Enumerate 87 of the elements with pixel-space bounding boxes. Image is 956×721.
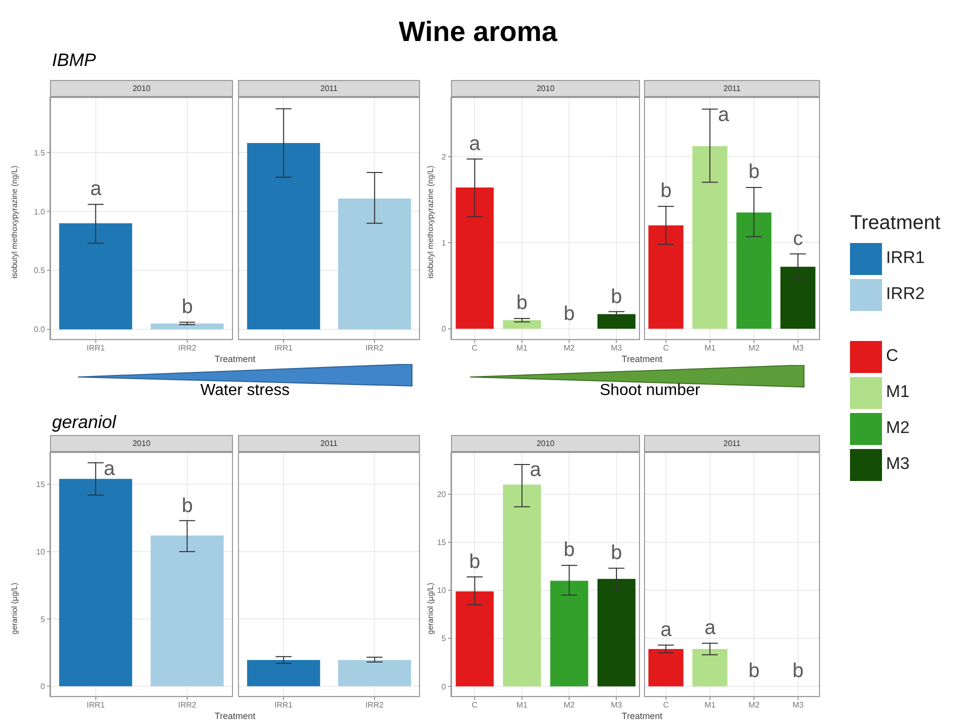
x-tick-label: IRR1 — [274, 700, 294, 710]
chart-title: 2010 — [50, 80, 233, 97]
legend-label: M3 — [886, 454, 910, 473]
x-tick-label: IRR1 — [86, 700, 106, 710]
y-tick-label: 15 — [36, 480, 46, 490]
x-tick-label: M1 — [516, 700, 528, 710]
y-axis-title: geraniol (µg/L) — [10, 582, 19, 634]
y-axis-title: isobutyl methoxypyrazine (ng/L) — [426, 165, 435, 278]
x-tick-label: M3 — [610, 344, 622, 353]
x-tick-label: M2 — [564, 344, 576, 353]
y-tick-label: 1.0 — [34, 207, 46, 216]
y-tick-label: 20 — [437, 490, 447, 500]
x-tick-label: M2 — [748, 700, 760, 710]
x-tick-label: M2 — [748, 344, 760, 353]
data-label: c — [793, 226, 803, 251]
y-tick-label: 10 — [437, 586, 447, 596]
y-axis-title: isobutyl methoxypyrazine (ng/L) — [10, 165, 19, 278]
legend-title: Treatment — [850, 212, 940, 236]
text: Wine aroma — [398, 16, 558, 48]
data-label: b — [660, 179, 672, 204]
chart-title: 2010 — [451, 435, 640, 452]
data-label: b — [182, 295, 193, 320]
chart-title: 2011 — [238, 435, 420, 452]
data-label: a — [718, 103, 730, 128]
text: IBMP — [52, 50, 96, 71]
y-axis-title: geraniol (µg/L) — [426, 582, 435, 634]
x-tick-label: M1 — [704, 344, 716, 353]
x-tick-label: IRR2 — [178, 344, 197, 353]
data-label: a — [104, 456, 115, 481]
data-label: a — [660, 618, 672, 642]
x-tick-label: C — [663, 700, 670, 710]
x-tick-label: M1 — [516, 344, 528, 353]
text: geraniol — [52, 412, 116, 433]
data-label: b — [564, 302, 575, 326]
y-tick-label: 1.5 — [34, 148, 46, 158]
data-label: b — [748, 160, 760, 184]
data-label: b — [610, 541, 622, 566]
y-tick-label: 0 — [40, 682, 46, 692]
chart-title: 2011 — [238, 80, 420, 97]
data-label: b — [792, 659, 804, 684]
y-tick-label: 5 — [442, 634, 447, 644]
data-label: a — [530, 458, 541, 482]
y-tick-label: 5 — [40, 614, 46, 624]
x-tick-label: M3 — [792, 700, 804, 710]
x-tick-label: IRR1 — [86, 344, 106, 353]
x-tick-label: C — [663, 344, 670, 353]
data-label: b — [748, 659, 760, 684]
x-tick-label: C — [472, 344, 478, 353]
y-tick-label: 15 — [437, 538, 447, 548]
y-tick-label: 0 — [442, 682, 447, 692]
x-tick-label: IRR2 — [365, 700, 384, 710]
text: Shoot number — [600, 382, 700, 400]
data-label: b — [516, 291, 528, 316]
x-tick-label: IRR2 — [178, 700, 197, 710]
data-label: a — [469, 132, 480, 156]
legend-label: IRR1 — [886, 248, 925, 267]
legend-label: M1 — [886, 382, 910, 401]
data-label: b — [182, 494, 193, 518]
legend-label: IRR2 — [886, 284, 925, 303]
chart-title: 2011 — [644, 435, 820, 452]
data-label: a — [704, 616, 716, 640]
x-axis-title: Treatment — [622, 711, 662, 721]
y-tick-label: 0.5 — [34, 266, 46, 276]
x-tick-label: IRR2 — [365, 344, 384, 353]
text: Water stress — [200, 382, 290, 400]
y-tick-label: 1 — [442, 238, 447, 248]
x-axis-title: Treatment — [214, 711, 256, 721]
data-label: b — [564, 538, 575, 562]
x-tick-label: M3 — [792, 344, 804, 353]
y-tick-label: 10 — [36, 547, 46, 556]
x-tick-label: M1 — [704, 700, 716, 710]
chart-title: 2010 — [451, 80, 640, 97]
data-label: b — [469, 550, 480, 574]
y-tick-label: 2 — [442, 152, 447, 162]
y-tick-label: 0 — [442, 324, 447, 334]
x-axis-title: Treatment — [622, 354, 662, 364]
x-tick-label: C — [472, 700, 478, 710]
legend-label: M2 — [886, 418, 910, 437]
x-tick-label: M2 — [564, 700, 576, 710]
x-tick-label: IRR1 — [274, 344, 294, 353]
data-label: b — [610, 284, 622, 309]
chart-title: 2011 — [644, 80, 820, 97]
data-label: a — [90, 177, 102, 202]
x-axis-title: Treatment — [214, 354, 256, 364]
x-tick-label: M3 — [610, 700, 622, 710]
y-tick-label: 0.0 — [34, 325, 46, 334]
chart-title: 2010 — [50, 435, 233, 452]
